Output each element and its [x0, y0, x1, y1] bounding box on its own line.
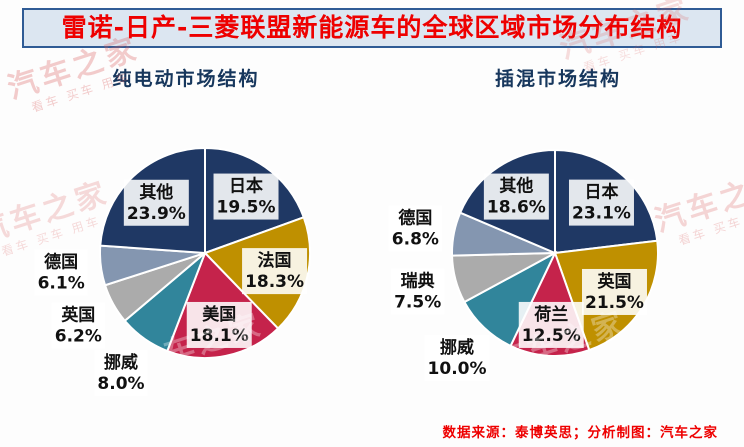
pie-label-bg	[123, 179, 189, 226]
pie-label-bg	[483, 173, 549, 220]
pie-label: 德国 6.1%	[38, 251, 85, 293]
pie-label-bg	[568, 179, 634, 226]
pie-label: 挪威 10.0%	[428, 337, 487, 379]
pie-label: 德国 6.8%	[392, 207, 439, 249]
pie-label-bg	[51, 302, 105, 349]
pie-label: 瑞典 7.5%	[394, 271, 441, 313]
pie-label-bg	[391, 268, 445, 315]
page-title: 雷诺-日产-三菱联盟新能源车的全球区域市场分布结构	[22, 8, 722, 48]
pie-label: 荷兰 12.5%	[522, 304, 581, 346]
pie-label-bg	[424, 335, 490, 382]
pie-label-bg	[581, 268, 647, 315]
pie-label: 挪威 8.0%	[97, 352, 144, 394]
pie-label-bg	[213, 173, 279, 220]
pie-label: 其他 23.9%	[127, 182, 186, 224]
pie-label-bg	[186, 301, 252, 348]
pie-label-bg	[242, 248, 308, 295]
pie-label: 其他 18.6%	[487, 176, 546, 218]
pie-label: 英国 6.2%	[55, 304, 102, 346]
pie-label: 英国 21.5%	[585, 271, 644, 313]
pie-label: 法国 18.3%	[245, 250, 304, 292]
source-note: 数据来源：泰博英思；分析制图：汽车之家	[442, 425, 718, 441]
pie-chart-phev: 日本 23.1% 英国 21.5%荷兰 12.5% 挪威 10.0% 瑞典 7.5% 德国 6.8%…	[388, 148, 659, 382]
pie-label: 日本 23.1%	[572, 182, 631, 224]
pie-label: 美国 18.1%	[190, 304, 249, 346]
pie-label-bg	[518, 301, 584, 348]
pie-chart-bev: 日本 19.5% 法国 18.3% 美国 18.1% 挪威 8.0% 英国 6.2% 德国 6.1% 其…	[34, 146, 311, 397]
pie-label-bg	[388, 205, 442, 252]
pie-label: 日本 19.5%	[217, 176, 276, 218]
chart-title-bev: 纯电动市场结构	[112, 68, 260, 90]
pie-label-bg	[94, 350, 148, 397]
pie-label-bg	[34, 249, 88, 296]
chart-title-phev: 插混市场结构	[494, 68, 621, 90]
